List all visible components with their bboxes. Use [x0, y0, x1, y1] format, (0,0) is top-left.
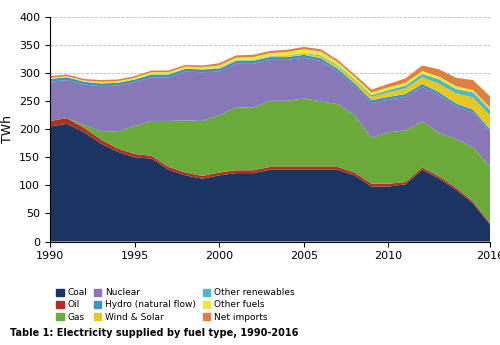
Y-axis label: TWh: TWh [0, 115, 14, 144]
Text: Table 1: Electricity supplied by fuel type, 1990-2016: Table 1: Electricity supplied by fuel ty… [10, 328, 298, 338]
Legend: Coal, Oil, Gas, Nuclear, Hydro (natural flow), Wind & Solar, Other renewables, O: Coal, Oil, Gas, Nuclear, Hydro (natural … [54, 286, 296, 323]
